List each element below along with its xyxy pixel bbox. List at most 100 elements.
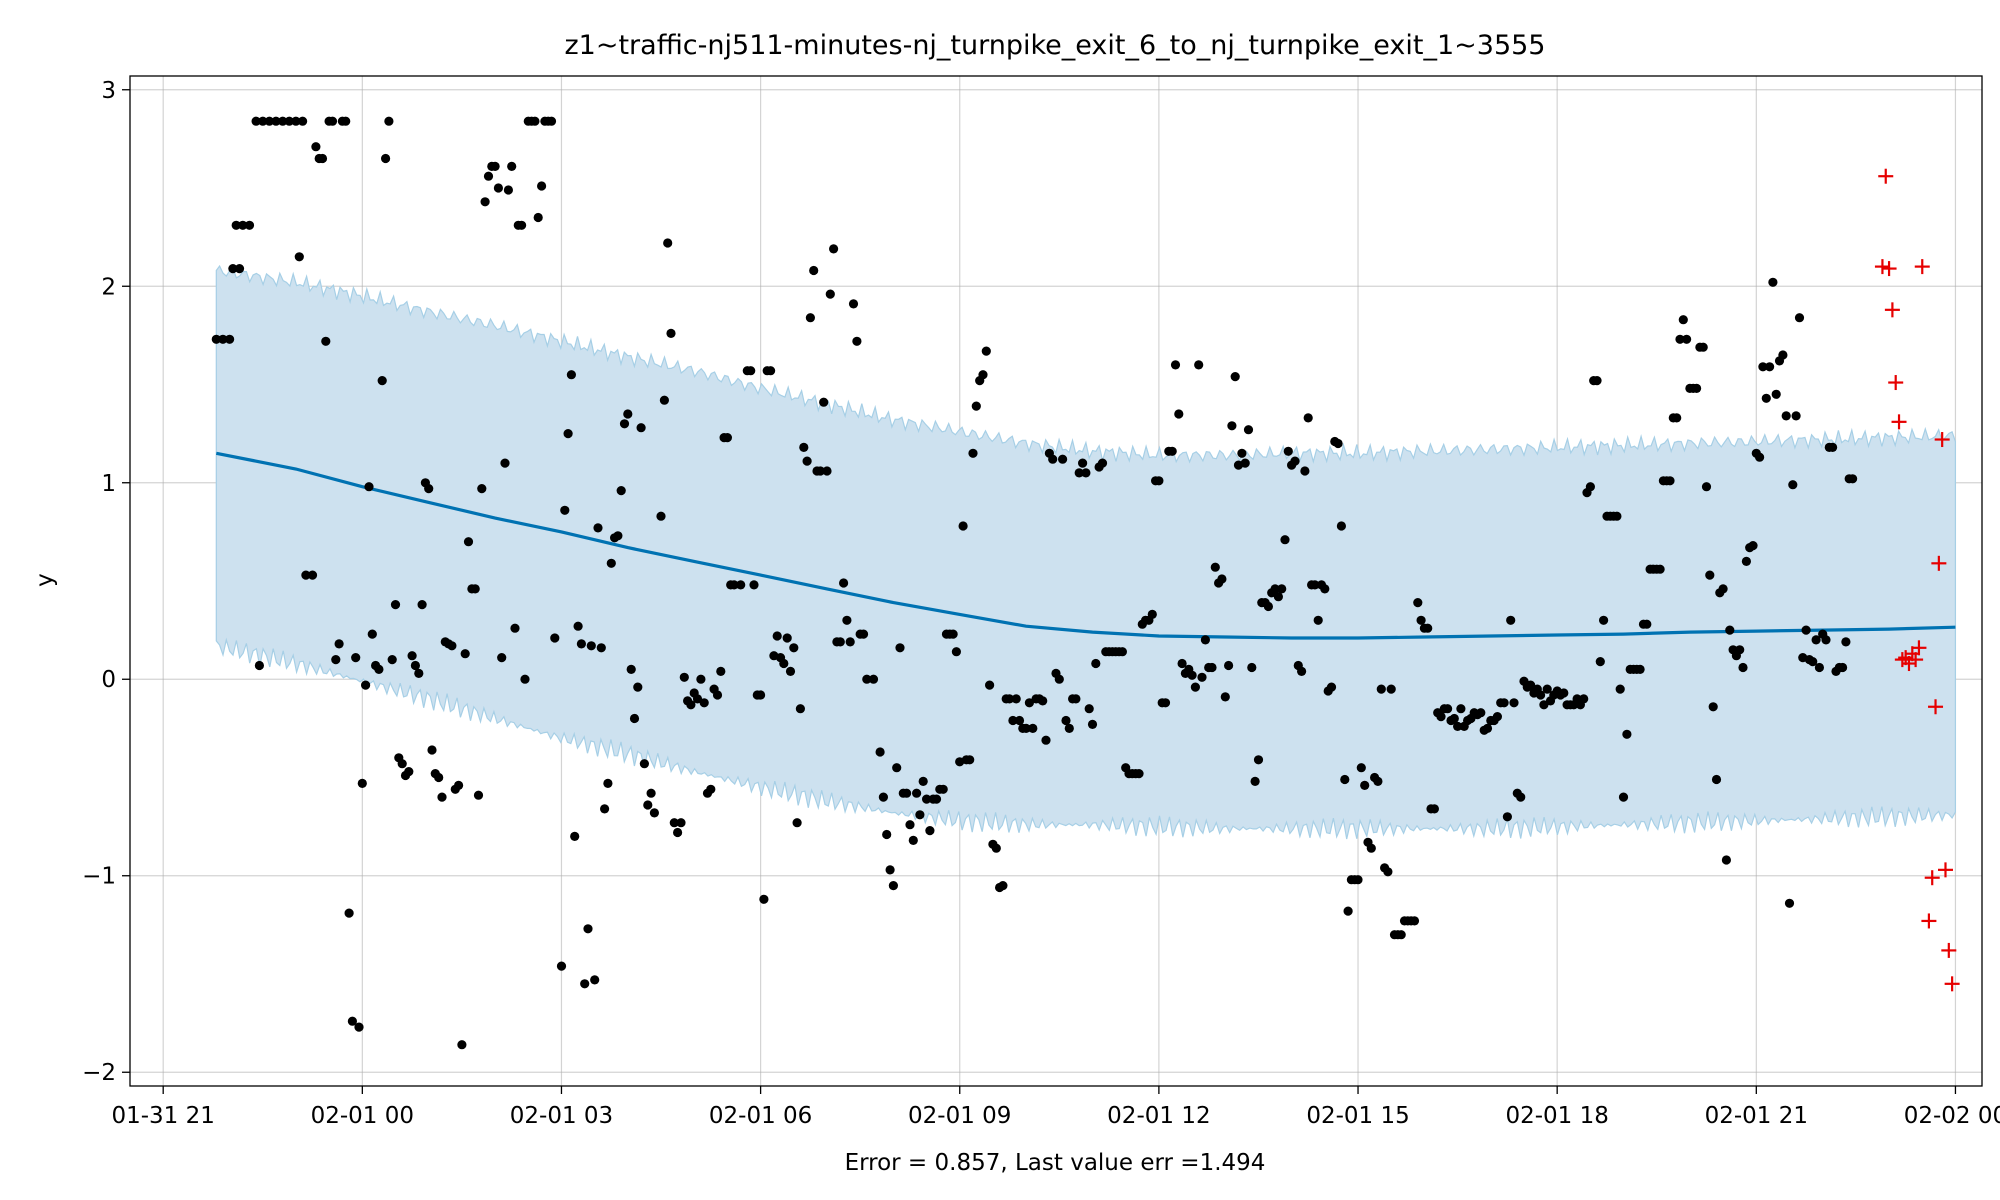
observed-point	[649, 808, 660, 818]
observed-point	[795, 704, 806, 714]
observed-point	[888, 881, 899, 891]
observed-point	[829, 244, 839, 254]
observed-point	[500, 458, 510, 468]
observed-point	[848, 299, 859, 309]
observed-point	[480, 197, 490, 207]
observed-point	[822, 466, 832, 476]
observed-point	[234, 264, 245, 274]
observed-point	[361, 680, 371, 690]
observed-point	[576, 639, 587, 649]
x-tick-label: 01-31 21	[111, 1103, 214, 1129]
observed-point	[410, 660, 420, 671]
observed-point	[1692, 383, 1702, 393]
observed-point	[331, 655, 341, 665]
observed-point	[1197, 672, 1207, 682]
observed-point	[1243, 425, 1254, 435]
observed-point	[1038, 696, 1048, 706]
outlier-marker	[1888, 375, 1904, 391]
observed-point	[218, 334, 228, 344]
observed-point	[264, 116, 274, 126]
x-tick-label: 02-01 18	[1505, 1103, 1608, 1129]
observed-point	[706, 784, 716, 794]
observed-point	[258, 116, 268, 126]
observed-point	[1310, 580, 1320, 590]
observed-point	[1536, 690, 1546, 700]
observed-point	[1618, 792, 1629, 802]
observed-point	[729, 580, 739, 590]
observed-point	[231, 220, 241, 230]
observed-point	[749, 580, 759, 590]
observed-point	[390, 600, 401, 610]
observed-point	[463, 537, 474, 547]
observed-point	[1177, 658, 1187, 669]
observed-point	[1024, 698, 1034, 708]
observed-point	[858, 629, 869, 639]
observed-point	[563, 429, 573, 439]
uncertainty-band	[215, 264, 1957, 840]
observed-point	[497, 653, 507, 663]
observed-point	[686, 700, 696, 710]
observed-point	[354, 1022, 364, 1032]
observed-point	[915, 810, 925, 820]
observed-point	[669, 818, 679, 828]
observed-point	[623, 409, 633, 419]
observed-point	[517, 220, 527, 230]
observed-point	[835, 637, 845, 647]
observed-point	[1599, 615, 1609, 625]
observed-point	[1300, 466, 1310, 476]
trend-series-line	[215, 451, 1956, 640]
observed-point	[1476, 708, 1486, 718]
outlier-markers	[1874, 168, 1960, 992]
observed-point	[580, 979, 590, 989]
observed-point	[1755, 452, 1765, 462]
observed-point	[676, 818, 686, 828]
observed-point	[779, 658, 789, 669]
observed-point	[656, 511, 666, 521]
observed-point	[1821, 635, 1831, 645]
outlier-marker	[1944, 976, 1960, 992]
observed-point	[566, 370, 577, 380]
observed-point	[1741, 556, 1751, 567]
observed-point	[925, 826, 935, 836]
observed-point	[1333, 438, 1343, 449]
observed-point	[895, 643, 905, 653]
observed-point	[842, 615, 852, 625]
observed-point	[284, 116, 294, 126]
observed-point	[1041, 735, 1051, 745]
observed-point	[1409, 916, 1420, 926]
observed-point	[417, 600, 427, 610]
observed-point	[1675, 334, 1685, 344]
x-axis-label: Error = 0.857, Last value err =1.494	[845, 1150, 1266, 1176]
observed-point	[1247, 662, 1257, 673]
observed-point	[912, 788, 922, 798]
observed-point	[1509, 698, 1519, 708]
observed-point	[1220, 692, 1230, 702]
x-tick-label: 02-01 06	[709, 1103, 812, 1129]
observed-point	[1210, 562, 1220, 572]
observed-point	[387, 655, 397, 665]
observed-point	[251, 116, 261, 126]
observed-point	[1482, 723, 1493, 734]
observed-point	[852, 336, 862, 346]
outlier-marker	[1934, 432, 1950, 448]
observed-point	[1413, 598, 1423, 608]
observed-point	[626, 664, 636, 675]
observed-point	[862, 674, 872, 684]
observed-point	[845, 637, 855, 647]
observed-point	[1170, 360, 1181, 370]
x-tick-label: 02-01 15	[1306, 1103, 1409, 1129]
observed-point	[785, 666, 796, 677]
observed-point	[991, 843, 1001, 853]
observed-point	[1506, 615, 1516, 625]
outlier-marker	[1891, 414, 1907, 430]
observed-point	[1814, 662, 1824, 673]
observed-point	[1612, 511, 1622, 521]
observed-point	[1054, 674, 1064, 684]
observed-point	[483, 171, 494, 181]
observed-point	[722, 433, 733, 443]
observed-point	[659, 395, 670, 405]
observed-point	[789, 643, 799, 653]
observed-point	[1297, 666, 1307, 677]
outlier-marker	[1928, 699, 1944, 715]
y-tick-label: 1	[101, 471, 116, 497]
